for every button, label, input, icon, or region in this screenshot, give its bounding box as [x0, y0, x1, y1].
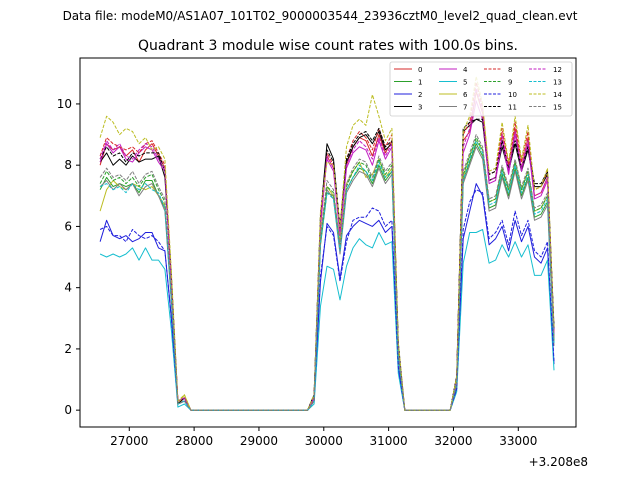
x-tick-label: 28000 [175, 434, 213, 448]
legend-label: 14 [553, 91, 562, 99]
data-file-subtitle: Data file: modeM0/AS1A07_101T02_90000035… [63, 9, 578, 23]
y-tick-label: 10 [57, 97, 72, 111]
legend-label: 12 [553, 66, 562, 74]
legend-label: 5 [463, 79, 467, 87]
series-line-8 [99, 82, 555, 411]
legend-label: 15 [553, 104, 562, 112]
series-line-1 [99, 143, 555, 411]
legend-label: 9 [508, 79, 512, 87]
x-offset-label: +3.208e8 [529, 455, 588, 469]
legend-label: 1 [418, 79, 422, 87]
y-axis: 0 2 4 6 8 10 [57, 97, 80, 417]
series-line-3 [99, 118, 555, 411]
series-line-15 [99, 134, 555, 411]
series-line-13 [99, 140, 555, 411]
x-tick-label: 33000 [499, 434, 537, 448]
legend-box [389, 61, 573, 117]
y-tick-label: 2 [64, 342, 72, 356]
chart-title: Quadrant 3 module wise count rates with … [138, 38, 518, 54]
series-line-12 [99, 88, 555, 411]
series-line-11 [99, 118, 555, 411]
legend-label: 13 [553, 79, 562, 87]
legend-label: 0 [418, 66, 422, 74]
series-line-9 [99, 137, 555, 411]
x-axis: 27000 28000 29000 30000 31000 32000 33000 [110, 427, 537, 448]
legend-label: 6 [463, 91, 468, 99]
x-tick-label: 29000 [240, 434, 278, 448]
series-line-10 [99, 189, 555, 411]
x-tick-label: 27000 [110, 434, 148, 448]
x-tick-label: 30000 [305, 434, 343, 448]
legend-label: 11 [508, 104, 517, 112]
y-tick-label: 6 [64, 219, 72, 233]
series-line-5 [99, 229, 555, 411]
legend-label: 7 [463, 104, 467, 112]
legend-label: 8 [508, 66, 512, 74]
legend-label: 10 [508, 91, 517, 99]
plot-frame [79, 57, 577, 428]
series-line-7 [99, 146, 555, 411]
series-lines [99, 75, 555, 411]
y-tick-label: 8 [64, 158, 72, 172]
series-line-2 [99, 183, 555, 411]
y-tick-label: 4 [64, 281, 72, 295]
y-tick-label: 0 [64, 403, 72, 417]
x-tick-label: 31000 [370, 434, 408, 448]
legend-label: 2 [418, 91, 422, 99]
legend-label: 3 [418, 104, 422, 112]
series-line-14 [99, 75, 555, 411]
x-tick-label: 32000 [434, 434, 472, 448]
legend-label: 4 [463, 66, 468, 74]
